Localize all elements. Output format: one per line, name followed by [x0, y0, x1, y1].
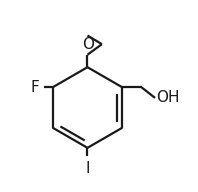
Text: OH: OH — [157, 90, 180, 105]
Text: F: F — [30, 80, 39, 95]
Text: O: O — [82, 37, 94, 52]
Text: I: I — [85, 161, 90, 176]
